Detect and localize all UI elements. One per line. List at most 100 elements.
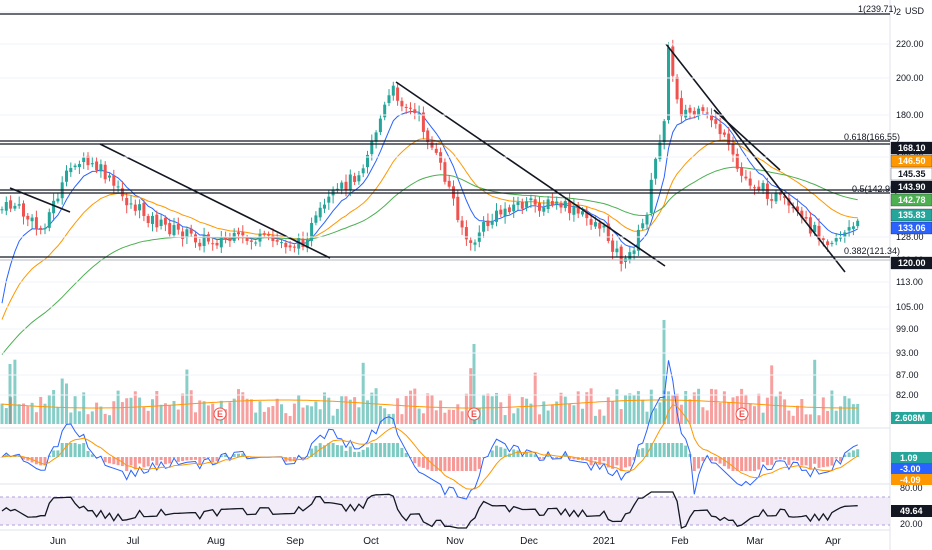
candle-body [374, 132, 378, 142]
candle-body [47, 212, 51, 228]
candle-body [400, 100, 404, 107]
earnings-label: E [217, 409, 223, 419]
candle-body [116, 186, 120, 188]
trendline [665, 43, 846, 273]
candle-body [753, 187, 756, 189]
candle-body [718, 124, 722, 135]
candle-body [684, 109, 688, 118]
time-tick-label: Mar [746, 536, 764, 547]
volume-bar [804, 414, 808, 424]
candle-body [228, 238, 232, 241]
candle-body [778, 192, 782, 195]
macd-histogram-bar [434, 457, 438, 471]
candle-body [581, 211, 584, 215]
sma-slow-line [1, 166, 858, 355]
volume-bar [396, 398, 400, 424]
volume-bar [826, 410, 830, 424]
candle-body [722, 132, 726, 135]
macd-histogram-bar [662, 443, 666, 457]
candle-body [56, 198, 60, 202]
volume-bar [348, 399, 352, 424]
candle-body [30, 217, 34, 222]
macd-histogram-bar [232, 454, 236, 457]
volume-bar [404, 396, 408, 424]
macd-histogram-bar [473, 457, 477, 471]
macd-histogram-bar [409, 457, 412, 459]
macd-histogram-bar [813, 457, 817, 464]
candle-body [727, 133, 731, 145]
trendline [99, 143, 331, 259]
candle-body [142, 202, 146, 216]
price-badge-label: 143.90 [898, 182, 926, 192]
macd-histogram-bar [305, 456, 309, 457]
macd-histogram-bar [112, 457, 116, 465]
price-badge-label: 168.10 [898, 143, 926, 153]
macd-histogram-bar [585, 457, 589, 461]
candle-body [387, 95, 391, 104]
macd-histogram-bar [357, 451, 361, 457]
candle-body [774, 193, 778, 202]
volume-bar [34, 412, 38, 424]
volume-bar [370, 392, 374, 424]
volume-bar [434, 410, 438, 424]
volume-bar [602, 415, 606, 424]
volume-bar [559, 392, 563, 424]
volume-bar [512, 413, 516, 424]
candle-body [800, 210, 804, 218]
candle-body [254, 242, 258, 244]
volume-bar [426, 393, 430, 424]
price-tick-label: 180.00 [896, 110, 924, 120]
volume-bar [237, 389, 240, 424]
macd-histogram-bar [69, 443, 73, 457]
volume-bar [667, 391, 670, 424]
volume-bar [267, 407, 271, 424]
volume-bar [619, 409, 623, 424]
volume-bar [624, 394, 627, 424]
price-tick-label: 105.00 [896, 302, 924, 312]
macd-histogram-bar [52, 450, 56, 457]
candle-body [710, 114, 713, 121]
candle-body [391, 85, 395, 96]
macd-histogram-bar [718, 457, 722, 464]
macd-histogram-bar [245, 457, 249, 459]
macd-histogram-bar [95, 457, 99, 458]
volume-bar [851, 404, 855, 424]
candle-body [65, 170, 68, 182]
macd-histogram-bar [516, 450, 520, 457]
candle-body [344, 181, 348, 191]
volume-bar [271, 405, 275, 424]
macd-histogram-bar [606, 457, 610, 468]
candle-body [770, 199, 774, 201]
candle-body [851, 226, 855, 229]
macd-histogram-bar [568, 457, 572, 459]
volume-bar [409, 390, 412, 424]
candle-body [103, 164, 107, 180]
rsi-band [0, 497, 890, 525]
macd-badge [891, 452, 932, 463]
candle-body [26, 215, 30, 220]
candle-body [520, 202, 524, 209]
volume-bar [245, 398, 249, 424]
price-tick-label: 2 [896, 7, 901, 17]
candle-body [834, 238, 838, 242]
macd-histogram-bar [538, 457, 541, 460]
candle-body [507, 207, 511, 213]
volume-bar [701, 407, 705, 424]
volume-bar [761, 412, 765, 424]
candle-body [692, 110, 696, 116]
candle-body [791, 206, 795, 209]
candle-body [495, 210, 498, 222]
macd-histogram-bar [310, 448, 314, 457]
candle-body [550, 201, 554, 206]
candle-body [77, 164, 81, 168]
macd-histogram-bar [237, 453, 240, 457]
candle-body [572, 206, 576, 215]
candle-body [323, 204, 326, 209]
macd-histogram-bar [159, 457, 163, 461]
earnings-label: E [739, 409, 745, 419]
macd-histogram-bar [116, 457, 120, 466]
ema-mid-line [1, 138, 858, 320]
volume-bar [598, 409, 602, 424]
